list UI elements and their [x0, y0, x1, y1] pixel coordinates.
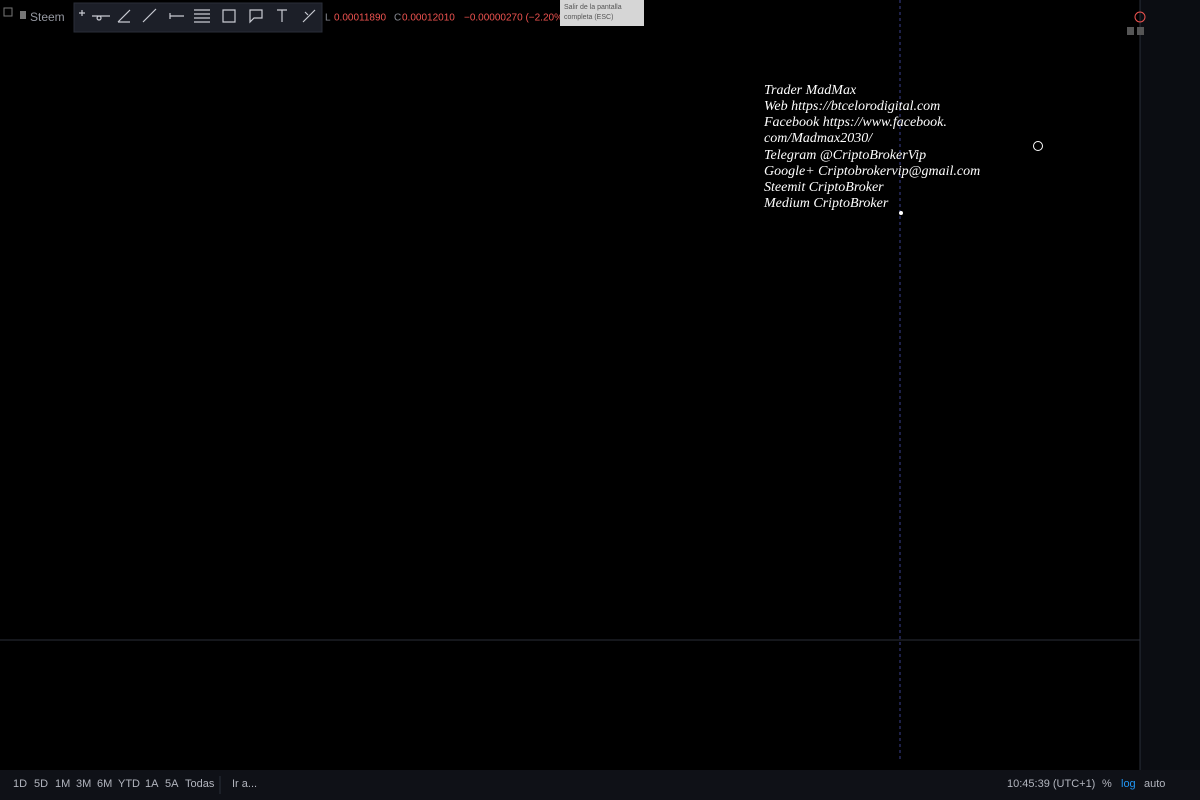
range-button[interactable]: 5D: [34, 778, 48, 790]
goto-button[interactable]: Ir a...: [232, 778, 257, 790]
range-button[interactable]: 1M: [55, 778, 70, 790]
price-axis-bg: [1140, 0, 1200, 770]
tooltip-text: Salir de la pantalla: [564, 4, 622, 11]
pane-button[interactable]: [1137, 27, 1144, 35]
range-button[interactable]: Todas: [185, 778, 215, 790]
pane-button[interactable]: [1127, 27, 1134, 35]
tool-hline[interactable]: [169, 13, 184, 19]
range-button[interactable]: 1A: [145, 778, 159, 790]
clock: 10:45:39 (UTC+1): [1007, 778, 1095, 790]
tool-measure[interactable]: [302, 9, 316, 23]
tool-fib[interactable]: [194, 9, 210, 23]
tool-note[interactable]: [249, 9, 263, 24]
auto-toggle[interactable]: auto: [1144, 778, 1165, 790]
tooltip-text: completa (ESC): [564, 14, 613, 21]
annotation-line: Steemit CriptoBroker: [764, 180, 884, 195]
ohlc-change: −0.00000270 (−2.20%): [464, 13, 566, 24]
ohlc-l: L: [325, 13, 331, 24]
tool-cross[interactable]: [79, 10, 85, 16]
annotation-line: Medium CriptoBroker: [763, 196, 889, 211]
tool-rect[interactable]: [222, 9, 236, 23]
bottom-bar: [0, 770, 1200, 800]
annotation-line: com/Madmax2030/: [764, 131, 873, 146]
annotation: Trader MadMax Web https://btcelorodigita…: [763, 83, 980, 211]
tool-line[interactable]: [142, 8, 157, 23]
range-button[interactable]: 5A: [165, 778, 179, 790]
annotation-line: Google+ Criptobrokervip@gmail.com: [764, 164, 980, 179]
tooltip: [560, 0, 644, 26]
annotation-line: Facebook https://www.facebook.: [763, 115, 947, 130]
ohlc-low: 0.00011890: [334, 13, 387, 24]
expand-icon[interactable]: [3, 7, 13, 17]
cursor-ring: [1033, 141, 1043, 151]
symbol: Steem: [30, 10, 65, 24]
symbol-icon: [20, 11, 26, 19]
annotation-line: Trader MadMax: [764, 83, 857, 98]
annotation-line: Web https://btcelorodigital.com: [764, 99, 940, 114]
range-button[interactable]: 3M: [76, 778, 91, 790]
cursor-dot: [899, 211, 903, 215]
tool-angle[interactable]: [117, 9, 131, 23]
range-button[interactable]: 6M: [97, 778, 112, 790]
alert-icon[interactable]: [1134, 11, 1146, 23]
range-button[interactable]: 1D: [13, 778, 27, 790]
percent-toggle[interactable]: %: [1102, 778, 1112, 790]
top-layer: Steem L 0.00011890 C 0.00012010 −0.00000…: [3, 0, 1165, 794]
annotation-line: Telegram @CriptoBrokerVip: [764, 148, 926, 163]
range-button[interactable]: YTD: [118, 778, 140, 790]
log-toggle[interactable]: log: [1121, 778, 1136, 790]
tool-text[interactable]: [277, 9, 287, 22]
ohlc-c: C: [394, 13, 401, 24]
tool-trend[interactable]: [92, 15, 110, 21]
toolbar-icons: [79, 8, 316, 24]
ohlc-close: 0.00012010: [402, 13, 455, 24]
